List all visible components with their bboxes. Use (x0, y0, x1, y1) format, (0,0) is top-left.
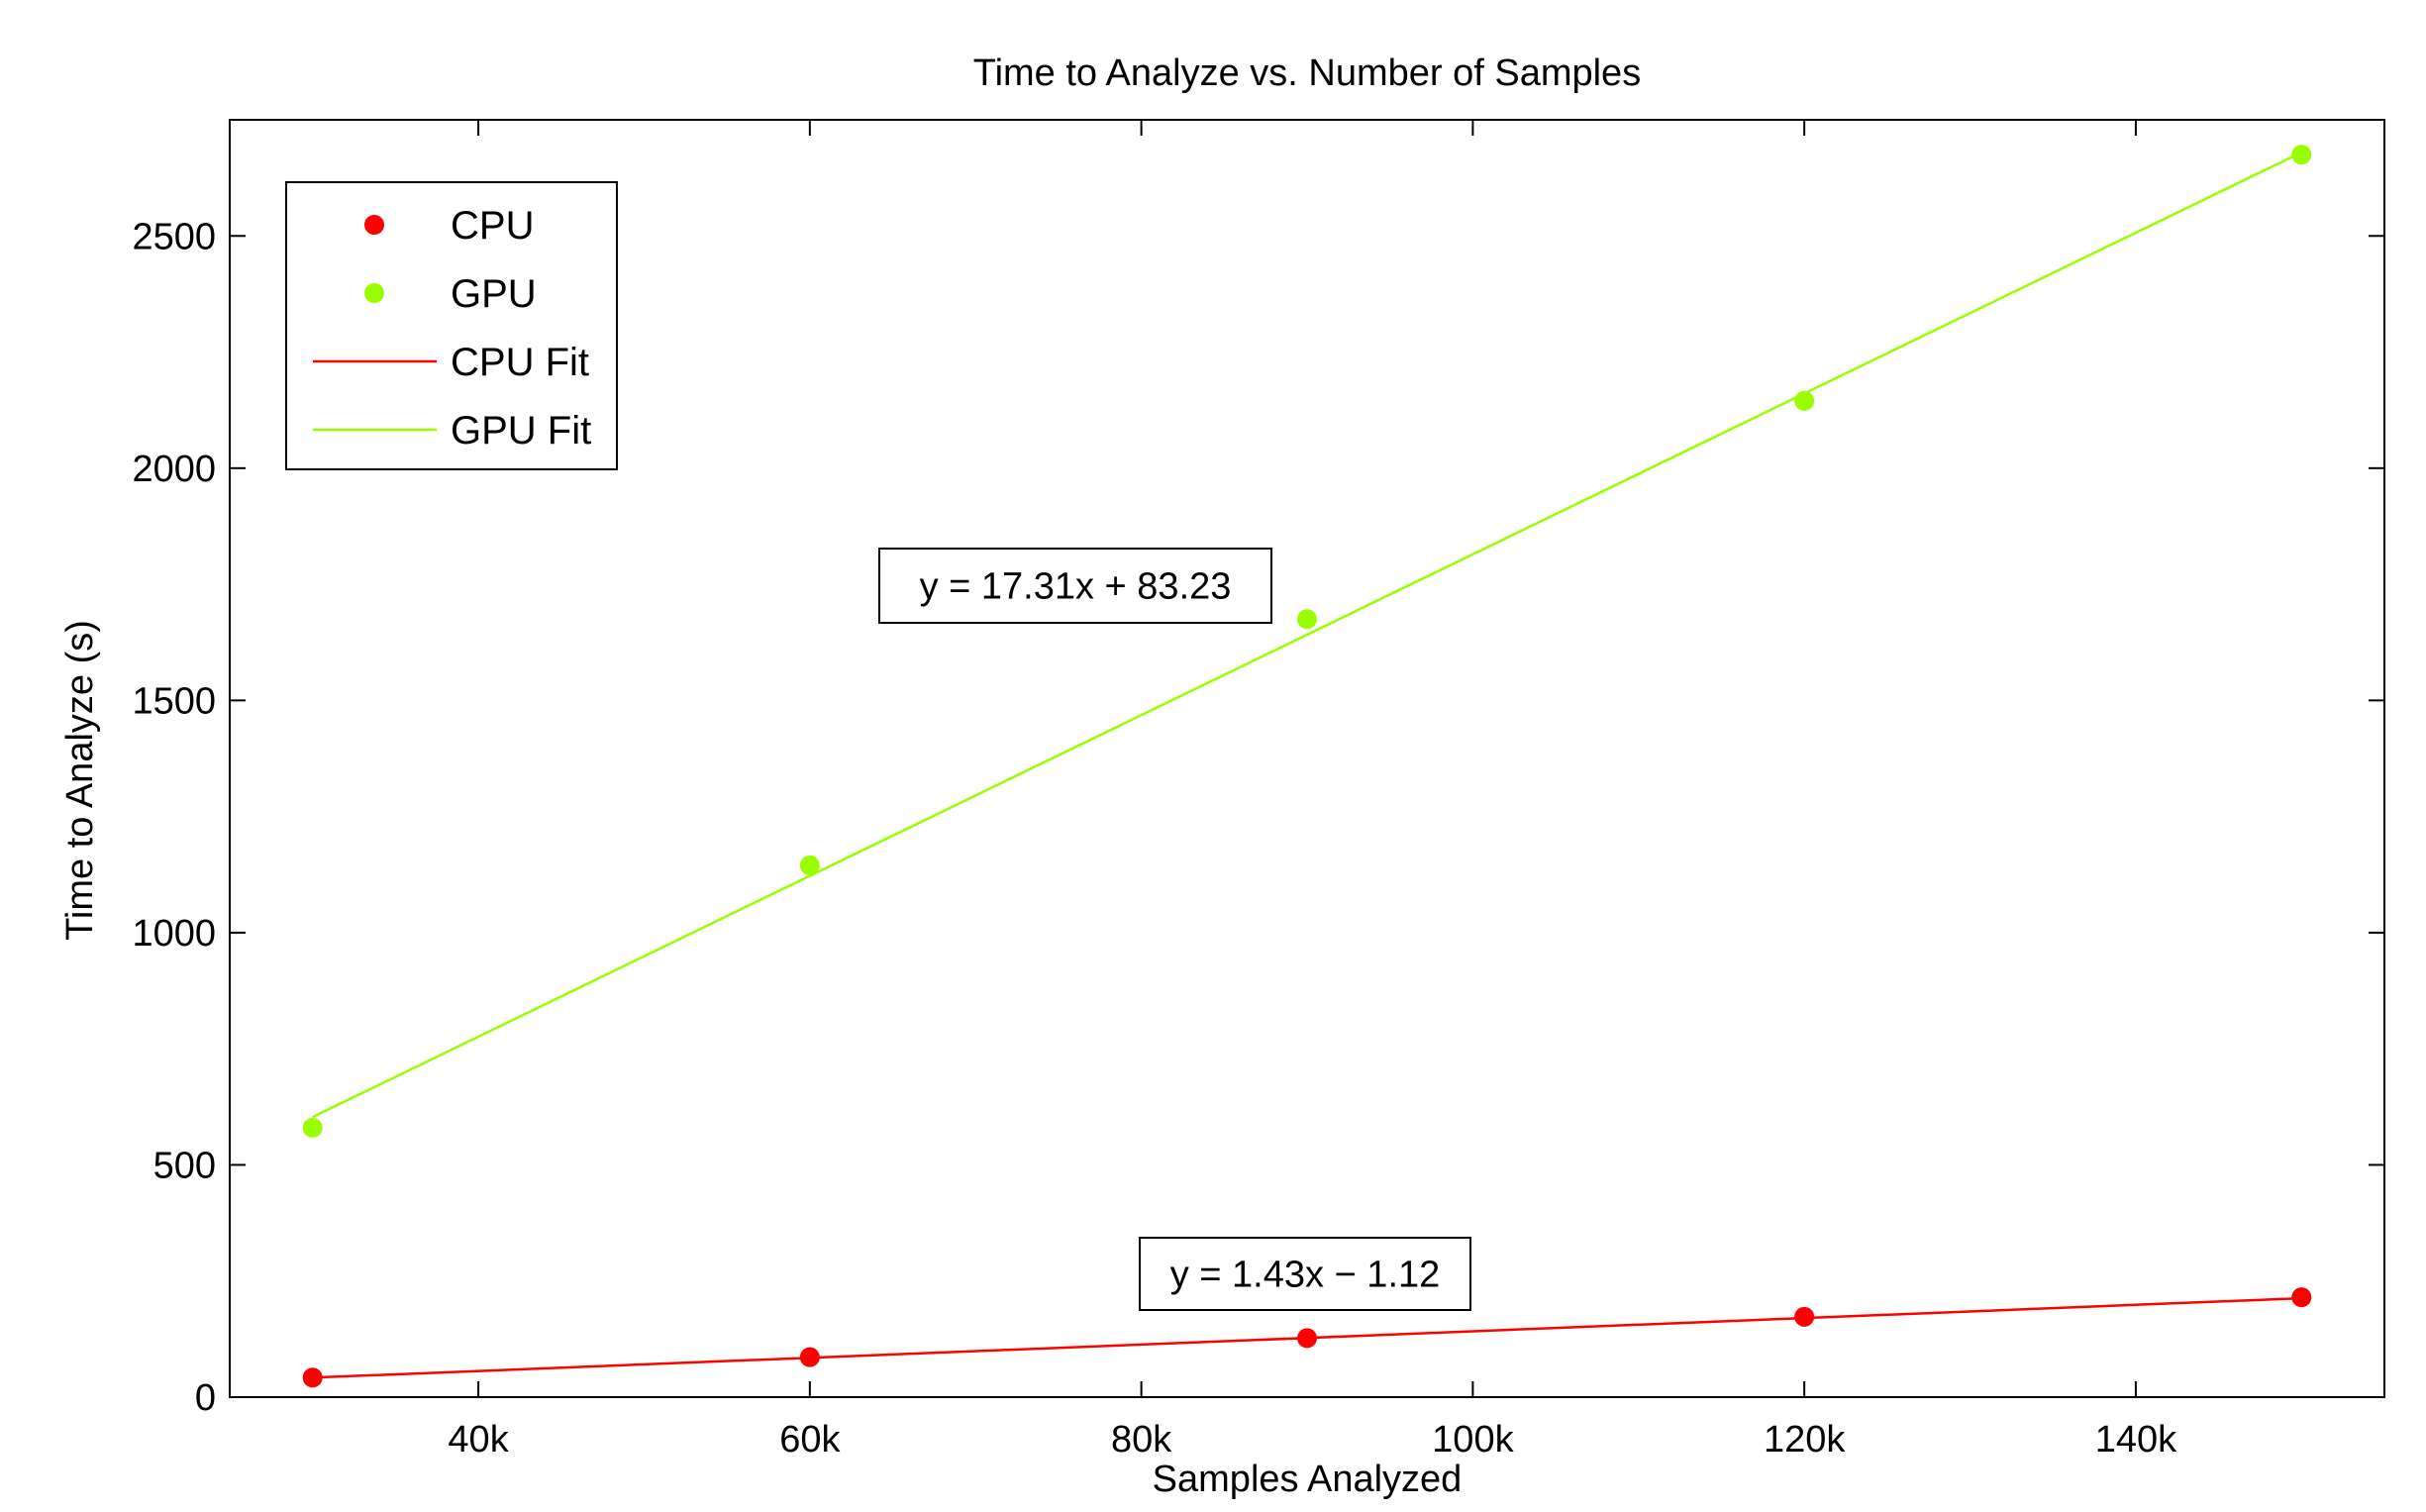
annotation-text: y = 17.31x + 83.23 (920, 566, 1232, 608)
legend-label: GPU Fit (451, 409, 591, 453)
annotation-text: y = 1.43x − 1.12 (1170, 1255, 1441, 1296)
cpu-point (2291, 1287, 2312, 1308)
legend-label: GPU (451, 272, 537, 316)
y-tick-label: 2000 (132, 449, 216, 490)
y-tick-label: 0 (195, 1377, 216, 1419)
gpu-point (799, 855, 820, 875)
gpu-point (1794, 390, 1815, 411)
gpu-point (302, 1117, 323, 1138)
legend-box (285, 181, 618, 470)
annotation-box (878, 548, 1272, 624)
cpu-point (1297, 1328, 1317, 1349)
x-tick-label: 40k (448, 1419, 509, 1461)
legend-marker (364, 215, 384, 235)
x-tick-label: 60k (779, 1419, 841, 1461)
gpu-point (1297, 609, 1317, 630)
x-axis-label: Samples Analyzed (1153, 1459, 1463, 1500)
legend-label: CPU Fit (451, 341, 589, 384)
x-tick-label: 120k (1764, 1419, 1846, 1461)
cpu-point (1794, 1306, 1815, 1327)
annotation-box (1139, 1237, 1471, 1311)
y-tick-label: 500 (153, 1145, 216, 1186)
cpu-point (799, 1347, 820, 1367)
gpu-point (2291, 145, 2312, 165)
y-tick-label: 1000 (132, 913, 216, 955)
y-axis-label: Time to Analyze (s) (59, 620, 101, 941)
y-tick-label: 2500 (132, 216, 216, 257)
x-tick-label: 100k (1432, 1419, 1514, 1461)
gpu-fit-line (312, 151, 2302, 1119)
y-tick-label: 1500 (132, 680, 216, 722)
legend-label: CPU (451, 204, 534, 248)
axes-frame (229, 119, 2385, 1398)
plot-area: 40k 60k 80k 100k 120k 140k 0 500 1000 1500 2000 250… (132, 119, 2385, 1461)
cpu-point (302, 1367, 323, 1388)
x-tick-label: 140k (2095, 1419, 2177, 1461)
chart-title: Time to Analyze vs. Number of Samples (973, 52, 1641, 94)
legend-marker (364, 283, 384, 303)
x-tick-label: 80k (1111, 1419, 1172, 1461)
